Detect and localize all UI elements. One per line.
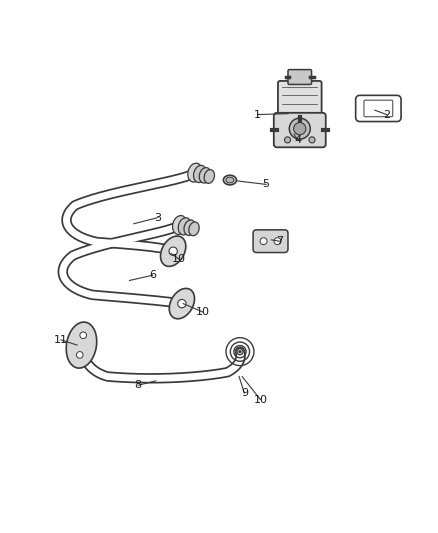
Text: 3: 3 [154, 213, 161, 223]
Circle shape [80, 332, 87, 338]
Text: 10: 10 [254, 394, 268, 405]
Ellipse shape [226, 177, 234, 183]
Circle shape [289, 118, 310, 139]
Text: 6: 6 [149, 270, 156, 280]
Text: 8: 8 [134, 380, 142, 390]
Circle shape [285, 137, 290, 143]
Circle shape [178, 300, 186, 308]
Text: 2: 2 [383, 110, 390, 119]
FancyBboxPatch shape [274, 113, 326, 147]
Text: 1: 1 [254, 110, 261, 119]
Ellipse shape [188, 163, 202, 182]
Circle shape [169, 247, 177, 255]
Circle shape [260, 238, 267, 245]
Ellipse shape [169, 288, 194, 319]
Circle shape [309, 137, 315, 143]
Ellipse shape [173, 215, 187, 235]
Text: 9: 9 [241, 388, 248, 398]
Text: 10: 10 [172, 254, 186, 264]
Text: 11: 11 [54, 335, 68, 345]
FancyBboxPatch shape [253, 230, 288, 253]
Ellipse shape [66, 322, 97, 368]
Circle shape [293, 123, 306, 135]
FancyBboxPatch shape [288, 70, 311, 84]
Text: 4: 4 [294, 135, 301, 145]
Ellipse shape [223, 175, 237, 185]
Text: 5: 5 [263, 180, 270, 189]
Ellipse shape [189, 222, 199, 236]
Text: 7: 7 [276, 236, 283, 246]
Ellipse shape [194, 165, 207, 183]
Circle shape [274, 238, 281, 245]
Ellipse shape [204, 169, 215, 183]
Text: 10: 10 [195, 307, 209, 317]
Circle shape [239, 350, 241, 353]
Ellipse shape [160, 236, 186, 266]
Ellipse shape [178, 218, 191, 235]
Circle shape [76, 352, 83, 358]
Ellipse shape [184, 220, 196, 236]
Ellipse shape [199, 167, 211, 183]
FancyBboxPatch shape [278, 81, 321, 118]
